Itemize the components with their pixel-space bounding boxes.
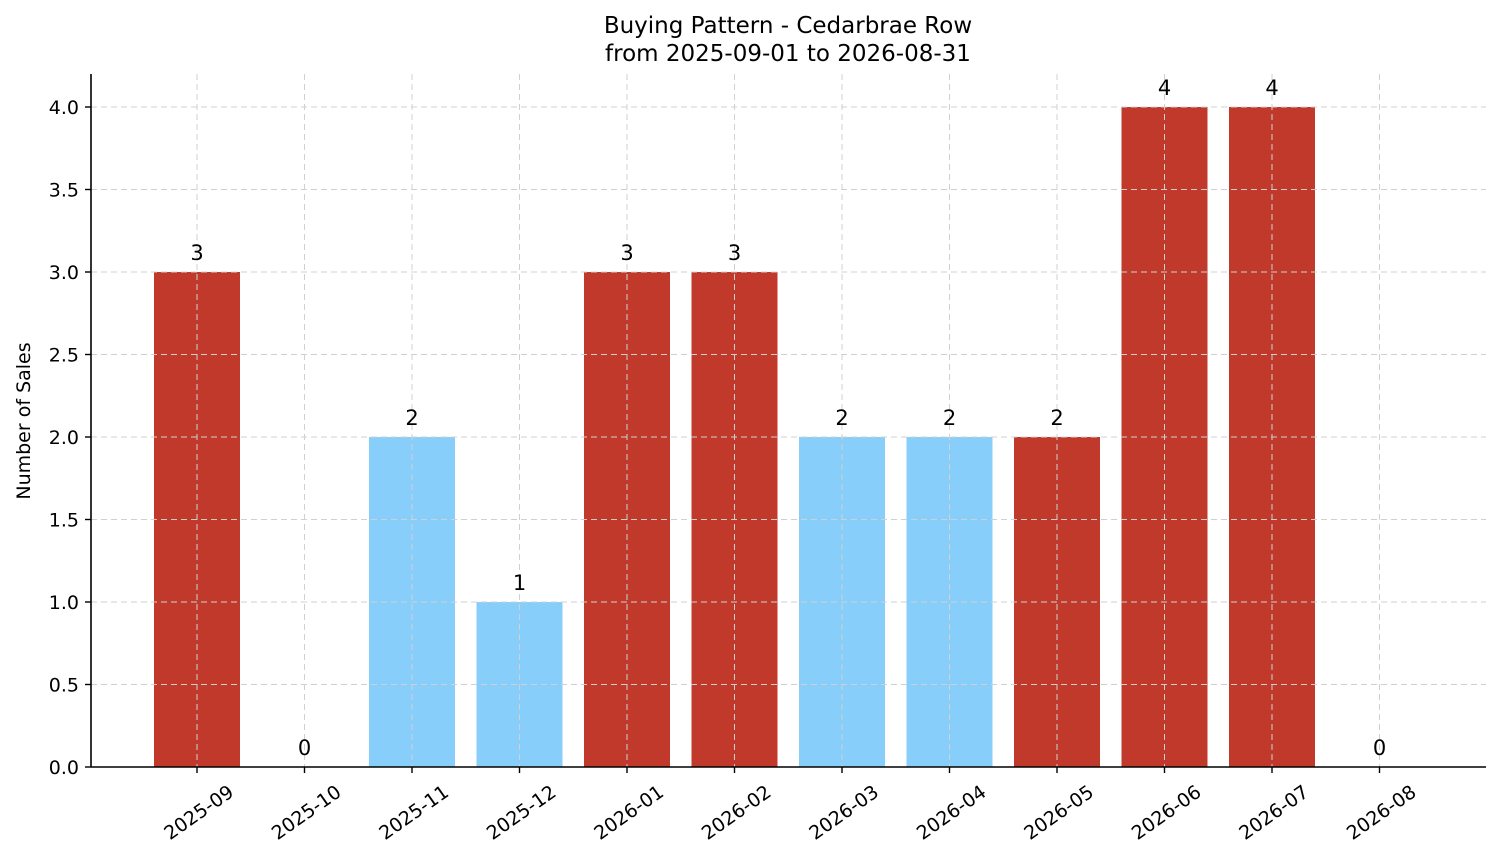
bar-value-label: 0 [298, 736, 311, 760]
x-tick-label: 2026-07 [1235, 781, 1313, 845]
x-tick-label: 2026-02 [698, 781, 776, 845]
bar-value-label: 2 [405, 406, 418, 430]
y-tick-label: 2.5 [49, 345, 79, 367]
x-tick-label: 2025-10 [268, 781, 346, 845]
chart-title: Buying Pattern - Cedarbrae Row [604, 13, 972, 39]
bar-labels-layer: 3 0 2 1 3 3 2 2 2 4 4 0 [190, 76, 1386, 760]
y-tick-label: 2.0 [49, 427, 79, 449]
bar-value-label: 4 [1265, 76, 1278, 100]
x-tick-label: 2026-05 [1020, 781, 1098, 845]
bar-value-label: 1 [513, 571, 526, 595]
x-tick-label: 2026-04 [913, 781, 991, 845]
x-tick-label: 2026-06 [1128, 781, 1206, 845]
bar-value-label: 3 [728, 241, 741, 265]
y-tick-label: 0.5 [49, 675, 79, 697]
x-tick-label: 2026-03 [805, 781, 883, 845]
y-tick-label: 4.0 [49, 97, 79, 119]
x-tick-label: 2025-12 [483, 781, 561, 845]
x-ticks-layer: 2025-09 2025-10 2025-11 2025-12 2026-01 2026-… [160, 767, 1420, 845]
y-tick-label: 3.0 [49, 262, 79, 284]
x-tick-label: 2025-09 [160, 781, 238, 845]
x-tick-label: 2026-08 [1343, 781, 1421, 845]
bar [906, 437, 993, 767]
y-tick-label: 1.5 [49, 510, 79, 532]
x-tick-label: 2025-11 [375, 781, 453, 845]
bar-value-label: 2 [943, 406, 956, 430]
y-axis-label: Number of Sales [13, 342, 35, 499]
bar-value-label: 2 [1050, 406, 1063, 430]
chart-subtitle: from 2025-09-01 to 2026-08-31 [605, 41, 971, 67]
y-ticks-layer: 0.0 0.5 1.0 1.5 2.0 2.5 3.0 3.5 4.0 [49, 97, 91, 779]
y-tick-label: 0.0 [49, 757, 79, 779]
x-tick-label: 2026-01 [590, 781, 668, 845]
bar-value-label: 0 [1373, 736, 1386, 760]
bar-value-label: 4 [1158, 76, 1171, 100]
y-tick-label: 3.5 [49, 180, 79, 202]
bar-value-label: 2 [835, 406, 848, 430]
bar-value-label: 3 [620, 241, 633, 265]
bar-value-label: 3 [190, 241, 203, 265]
grid-layer [91, 74, 1486, 767]
y-tick-label: 1.0 [49, 592, 79, 614]
